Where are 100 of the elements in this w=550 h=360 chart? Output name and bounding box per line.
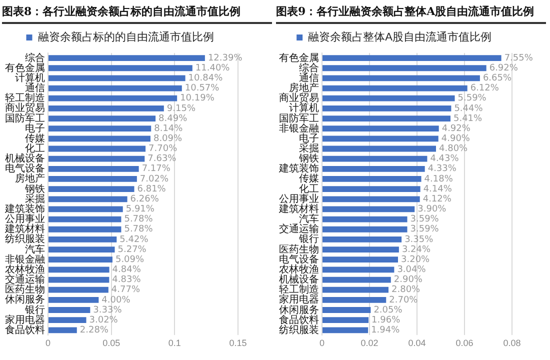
bar xyxy=(322,75,480,82)
data-label: 9.15% xyxy=(166,104,196,114)
y-tick-label: 化工 xyxy=(25,142,45,154)
bar xyxy=(48,307,90,313)
data-label: 6.81% xyxy=(137,184,166,194)
data-label: 11.40% xyxy=(195,63,230,74)
bar xyxy=(322,146,436,152)
y-tick-label: 计算机 xyxy=(15,72,45,84)
y-tick-label: 有色金属 xyxy=(279,52,319,64)
y-tick-label: 纺织服装 xyxy=(279,324,319,336)
bar xyxy=(322,105,452,112)
data-label: 8.49% xyxy=(158,114,188,124)
bar xyxy=(48,156,145,162)
data-label: 6.65% xyxy=(482,74,512,84)
y-tick-label: 食品饮料 xyxy=(279,314,319,326)
bar xyxy=(48,286,108,293)
data-label: 3.02% xyxy=(89,315,118,326)
y-tick-label: 建筑装饰 xyxy=(278,162,319,175)
data-label: 12.39% xyxy=(208,53,243,64)
data-label: 4.83% xyxy=(112,275,142,286)
bar xyxy=(48,216,122,222)
bar xyxy=(322,216,408,222)
bar xyxy=(322,226,408,232)
x-tick-label: 0.08 xyxy=(503,338,521,348)
y-tick-label: 采掘 xyxy=(299,142,319,154)
data-label: 10.84% xyxy=(188,74,224,84)
y-tick-label: 汽车 xyxy=(25,243,45,256)
y-tick-label: 国防军工 xyxy=(5,112,45,124)
data-label: 4.77% xyxy=(111,285,140,296)
y-tick-label: 钢铁 xyxy=(24,182,45,195)
bar xyxy=(48,246,115,252)
data-label: 6.26% xyxy=(130,194,160,204)
data-label: 5.91% xyxy=(126,204,155,215)
data-label: 5.44% xyxy=(454,104,484,114)
bar xyxy=(48,85,182,92)
data-label: 2.80% xyxy=(392,285,421,296)
data-label: 3.04% xyxy=(397,265,426,276)
bar xyxy=(48,276,110,283)
bar xyxy=(48,327,77,334)
data-label: 7.55% xyxy=(504,53,534,64)
y-tick-label: 房地产 xyxy=(15,172,45,185)
bar xyxy=(48,105,164,112)
data-label: 6.92% xyxy=(489,63,518,74)
data-label: 4.18% xyxy=(424,174,454,184)
data-label: 2.90% xyxy=(394,275,423,286)
legend-label: 融资余额占标的的自由流通市值比例 xyxy=(38,30,214,44)
bar xyxy=(48,55,205,61)
y-tick-label: 非银金融 xyxy=(5,253,45,266)
bar xyxy=(322,166,425,172)
data-label: 7.63% xyxy=(148,154,177,164)
data-label: 5.27% xyxy=(118,244,147,255)
bar xyxy=(322,327,368,334)
bar xyxy=(322,55,502,61)
y-tick-label: 建筑装饰 xyxy=(4,202,45,215)
y-tick-label: 非银金融 xyxy=(279,122,319,134)
data-label: 3.59% xyxy=(410,214,440,225)
y-tick-label: 医药生物 xyxy=(279,243,319,256)
data-label: 2.05% xyxy=(374,305,403,316)
y-tick-label: 家用电器 xyxy=(279,294,319,306)
data-label: 10.19% xyxy=(180,94,215,104)
bar xyxy=(48,196,128,202)
y-tick-label: 计算机 xyxy=(289,102,319,114)
y-tick-label: 食品饮料 xyxy=(5,324,45,336)
data-label: 1.96% xyxy=(372,315,401,326)
bar xyxy=(322,196,420,202)
data-label: 5.09% xyxy=(115,254,145,265)
bar xyxy=(322,307,371,313)
data-label: 4.00% xyxy=(102,295,131,306)
bar xyxy=(322,276,391,283)
y-tick-label: 银行 xyxy=(298,234,319,246)
bar xyxy=(48,236,117,242)
data-label: 5.78% xyxy=(124,224,154,235)
y-tick-label: 农林牧渔 xyxy=(5,263,45,276)
bar xyxy=(48,65,192,72)
bar xyxy=(48,176,137,182)
data-label: 3.59% xyxy=(410,224,440,235)
data-label: 3.20% xyxy=(401,254,430,265)
data-label: 6.12% xyxy=(470,84,500,94)
data-label: 2.70% xyxy=(389,295,418,306)
bar xyxy=(322,186,420,192)
bar xyxy=(322,206,415,212)
y-tick-label: 纺织服装 xyxy=(5,233,45,246)
y-tick-label: 交通运输 xyxy=(279,223,319,236)
data-label: 10.57% xyxy=(184,84,220,94)
bar xyxy=(48,186,134,192)
x-tick-label: 0 xyxy=(319,338,325,348)
bar xyxy=(322,136,438,142)
y-tick-label: 建筑材料 xyxy=(278,202,319,215)
bar xyxy=(322,156,428,162)
data-label: 5.42% xyxy=(120,234,149,245)
y-tick-label: 电子 xyxy=(299,132,319,144)
y-tick-label: 国防军工 xyxy=(279,112,319,124)
data-label: 4.80% xyxy=(439,144,468,154)
legend-label: 融资余额占整体A股自由流通市值比例 xyxy=(308,30,492,44)
y-tick-label: 商业贸易 xyxy=(5,102,45,114)
bar xyxy=(48,146,146,152)
y-tick-label: 汽车 xyxy=(299,213,319,226)
data-label: 4.14% xyxy=(423,184,452,194)
data-label: 5.41% xyxy=(453,114,483,124)
x-tick-label: 0.06 xyxy=(456,338,474,348)
